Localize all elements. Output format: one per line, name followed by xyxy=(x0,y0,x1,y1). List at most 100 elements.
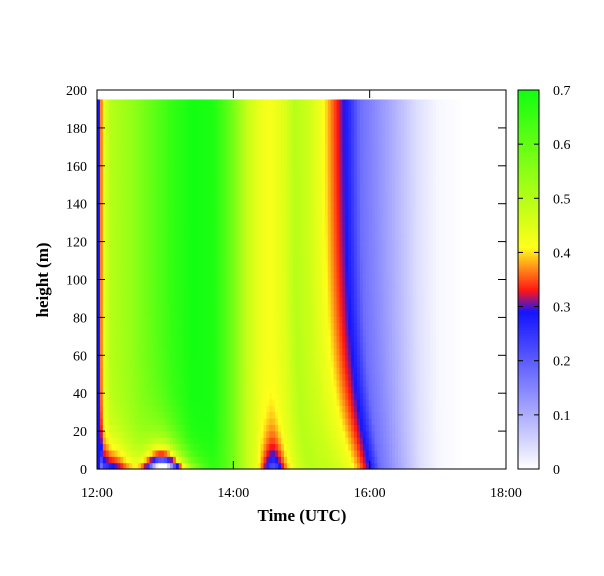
heatmap-cell xyxy=(129,449,133,457)
heatmap-cell xyxy=(301,456,306,464)
heatmap-cell xyxy=(240,156,244,164)
heatmap-cell xyxy=(114,335,119,343)
heatmap-cell xyxy=(120,316,124,324)
heatmap-cell xyxy=(298,456,303,464)
heatmap-cell xyxy=(120,290,124,298)
heatmap-cell xyxy=(213,398,218,406)
heatmap-cell xyxy=(339,124,343,132)
heatmap-cell xyxy=(187,309,192,317)
heatmap-cell xyxy=(348,424,352,432)
heatmap-cell xyxy=(187,144,192,152)
heatmap-cell xyxy=(345,360,349,368)
heatmap-cell xyxy=(140,290,145,298)
heatmap-cell xyxy=(210,169,215,177)
heatmap-cell xyxy=(105,137,110,145)
heatmap-cell xyxy=(155,296,159,304)
heatmap-cell xyxy=(319,328,323,336)
heatmap-cell xyxy=(143,252,148,260)
heatmap-cell xyxy=(313,201,317,209)
heatmap-cell xyxy=(342,303,346,311)
heatmap-cell xyxy=(213,105,218,113)
heatmap-cell xyxy=(178,284,183,292)
heatmap-cell xyxy=(324,105,329,113)
heatmap-cell xyxy=(301,226,306,234)
heatmap-cell xyxy=(170,449,174,457)
heatmap-cell xyxy=(286,296,291,304)
heatmap-cell xyxy=(172,233,177,241)
heatmap-cell xyxy=(196,124,200,132)
heatmap-cell xyxy=(225,163,230,171)
heatmap-cell xyxy=(187,99,192,107)
heatmap-cell xyxy=(102,239,107,247)
heatmap-cell xyxy=(164,328,168,336)
heatmap-cell xyxy=(202,443,206,451)
heatmap-cell xyxy=(208,271,212,279)
heatmap-cell xyxy=(167,354,171,362)
heatmap-cell xyxy=(187,290,192,298)
heatmap-cell xyxy=(143,296,148,304)
heatmap-cell xyxy=(208,265,212,273)
heatmap-cell xyxy=(231,182,235,190)
heatmap-cell xyxy=(231,309,235,317)
heatmap-cell xyxy=(175,443,180,451)
heatmap-cell xyxy=(143,169,148,177)
heatmap-cell xyxy=(140,182,145,190)
heatmap-cell xyxy=(126,265,130,273)
heatmap-cell xyxy=(286,430,291,438)
heatmap-cell xyxy=(289,169,294,177)
heatmap-cell xyxy=(292,430,297,438)
heatmap-cell xyxy=(278,405,282,413)
heatmap-cell xyxy=(199,252,203,260)
heatmap-cell xyxy=(178,309,183,317)
heatmap-cell xyxy=(342,112,346,120)
heatmap-cell xyxy=(184,341,189,349)
heatmap-cell xyxy=(199,258,203,266)
heatmap-cell xyxy=(140,322,145,330)
heatmap-cell xyxy=(140,201,145,209)
heatmap-cell xyxy=(234,443,238,451)
heatmap-cell xyxy=(111,226,116,234)
heatmap-cell xyxy=(272,449,276,457)
heatmap-cell xyxy=(102,284,107,292)
heatmap-cell xyxy=(190,386,195,394)
heatmap-cell xyxy=(181,360,186,368)
heatmap-cell xyxy=(178,335,183,343)
heatmap-cell xyxy=(286,328,291,336)
heatmap-cell xyxy=(167,418,171,425)
heatmap-cell xyxy=(158,335,162,343)
heatmap-cell xyxy=(245,144,250,152)
heatmap-cell xyxy=(336,220,341,228)
heatmap-cell xyxy=(164,150,168,158)
heatmap-cell xyxy=(114,424,119,432)
heatmap-cell xyxy=(102,233,107,241)
heatmap-cell xyxy=(99,156,104,164)
heatmap-cell xyxy=(225,233,230,241)
heatmap-cell xyxy=(196,195,200,203)
heatmap-cell xyxy=(205,379,209,387)
heatmap-cell xyxy=(289,277,294,285)
heatmap-cell xyxy=(248,169,253,177)
heatmap-cell xyxy=(117,360,121,368)
heatmap-cell xyxy=(99,316,104,324)
heatmap-cell xyxy=(225,150,230,158)
heatmap-cell xyxy=(102,271,107,279)
heatmap-cell xyxy=(216,246,221,253)
heatmap-cell xyxy=(283,246,288,253)
heatmap-cell xyxy=(307,201,311,209)
heatmap-cell xyxy=(231,354,235,362)
heatmap-cell xyxy=(216,316,221,324)
heatmap-cell xyxy=(222,398,227,406)
heatmap-cell xyxy=(202,335,206,343)
heatmap-cell xyxy=(167,163,171,171)
heatmap-cell xyxy=(231,328,235,336)
heatmap-cell xyxy=(158,118,162,126)
heatmap-cell xyxy=(345,137,349,145)
heatmap-cell xyxy=(342,328,346,336)
heatmap-cell xyxy=(99,112,104,120)
heatmap-cell xyxy=(333,124,338,132)
heatmap-cell xyxy=(310,392,314,400)
heatmap-cell xyxy=(330,437,335,445)
heatmap-cell xyxy=(304,144,308,152)
heatmap-cell xyxy=(327,277,332,285)
heatmap-cell xyxy=(319,105,323,113)
